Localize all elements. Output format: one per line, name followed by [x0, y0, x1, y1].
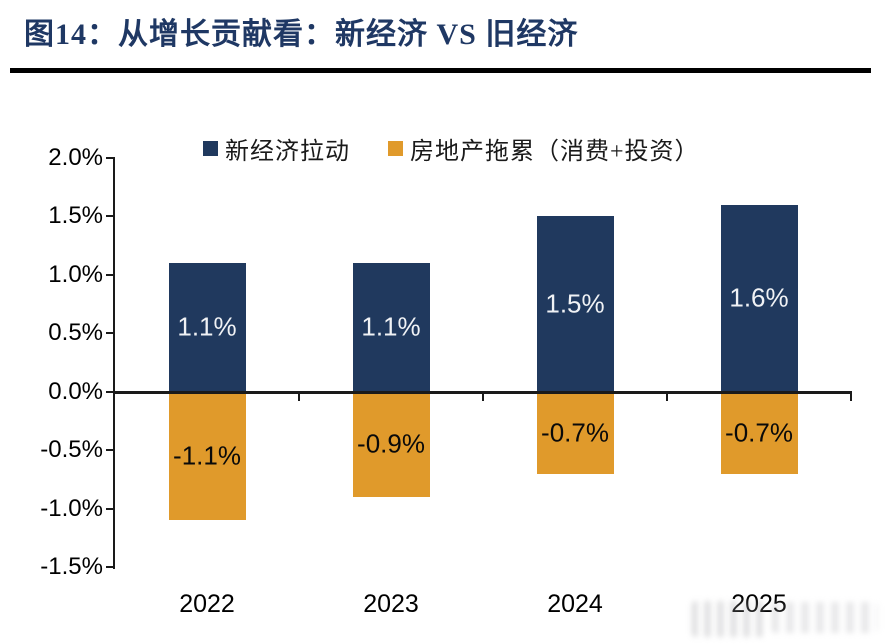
- x-tick: [298, 391, 300, 401]
- bar-real-estate-2023: [352, 391, 430, 497]
- chart-legend: 新经济拉动 房地产拖累（消费+投资）: [203, 131, 700, 166]
- y-tick: [106, 157, 114, 159]
- x-axis-label: 2023: [363, 590, 419, 618]
- bar-real-estate-2022: [168, 391, 246, 521]
- x-axis-label: 2024: [547, 590, 603, 618]
- y-axis-line: [113, 157, 115, 569]
- y-tick-label: 1.5%: [48, 202, 103, 230]
- x-tick: [666, 391, 668, 401]
- x-axis-label: 2022: [179, 590, 235, 618]
- y-tick: [106, 273, 114, 276]
- bar-new-economy-2025: [720, 204, 798, 392]
- bar-new-economy-2022: [168, 263, 246, 392]
- bar-label: -0.9%: [357, 428, 425, 459]
- y-tick-label: -1.0%: [40, 494, 103, 522]
- bar-new-economy-2024: [536, 216, 614, 392]
- y-tick: [106, 332, 114, 335]
- y-tick-label: 1.0%: [48, 260, 103, 288]
- bar-label: 1.1%: [361, 311, 421, 342]
- legend-item-1: 房地产拖累（消费+投资）: [388, 131, 700, 166]
- watermark: [772, 602, 878, 633]
- watermark: [692, 601, 764, 637]
- y-tick-label: 0.0%: [48, 377, 103, 405]
- y-tick: [106, 449, 114, 452]
- bar-real-estate-2025: [720, 391, 798, 474]
- bar-new-economy-2023: [352, 263, 430, 392]
- y-tick-label: -1.5%: [40, 553, 103, 580]
- legend-swatch-icon: [388, 141, 403, 156]
- y-tick: [106, 507, 114, 510]
- bar-label: 1.6%: [729, 282, 789, 313]
- x-tick: [850, 391, 852, 401]
- y-tick: [106, 566, 114, 568]
- x-axis-label: 2025: [731, 590, 787, 619]
- bar-label: 1.1%: [177, 311, 237, 342]
- bar-label: 1.5%: [545, 288, 605, 319]
- figure-title: 图14：从增长贡献看：新经济 VS 旧经济: [24, 18, 579, 51]
- bar-real-estate-2024: [536, 391, 614, 474]
- y-tick-label: 2.0%: [48, 144, 103, 171]
- legend-swatch-icon: [203, 141, 218, 156]
- bar-label: -1.1%: [173, 440, 241, 471]
- legend-label: 房地产拖累（消费+投资）: [410, 139, 700, 165]
- bar-label: -0.7%: [541, 417, 609, 448]
- y-tick-label: -0.5%: [40, 436, 103, 464]
- bar-label: -0.7%: [725, 417, 793, 448]
- legend-item-0: 新经济拉动: [203, 131, 350, 166]
- y-tick: [106, 390, 114, 393]
- y-tick-label: 0.5%: [48, 319, 103, 347]
- y-tick: [106, 215, 114, 218]
- legend-label: 新经济拉动: [225, 139, 350, 165]
- x-tick: [482, 391, 484, 401]
- title-divider: [10, 68, 871, 73]
